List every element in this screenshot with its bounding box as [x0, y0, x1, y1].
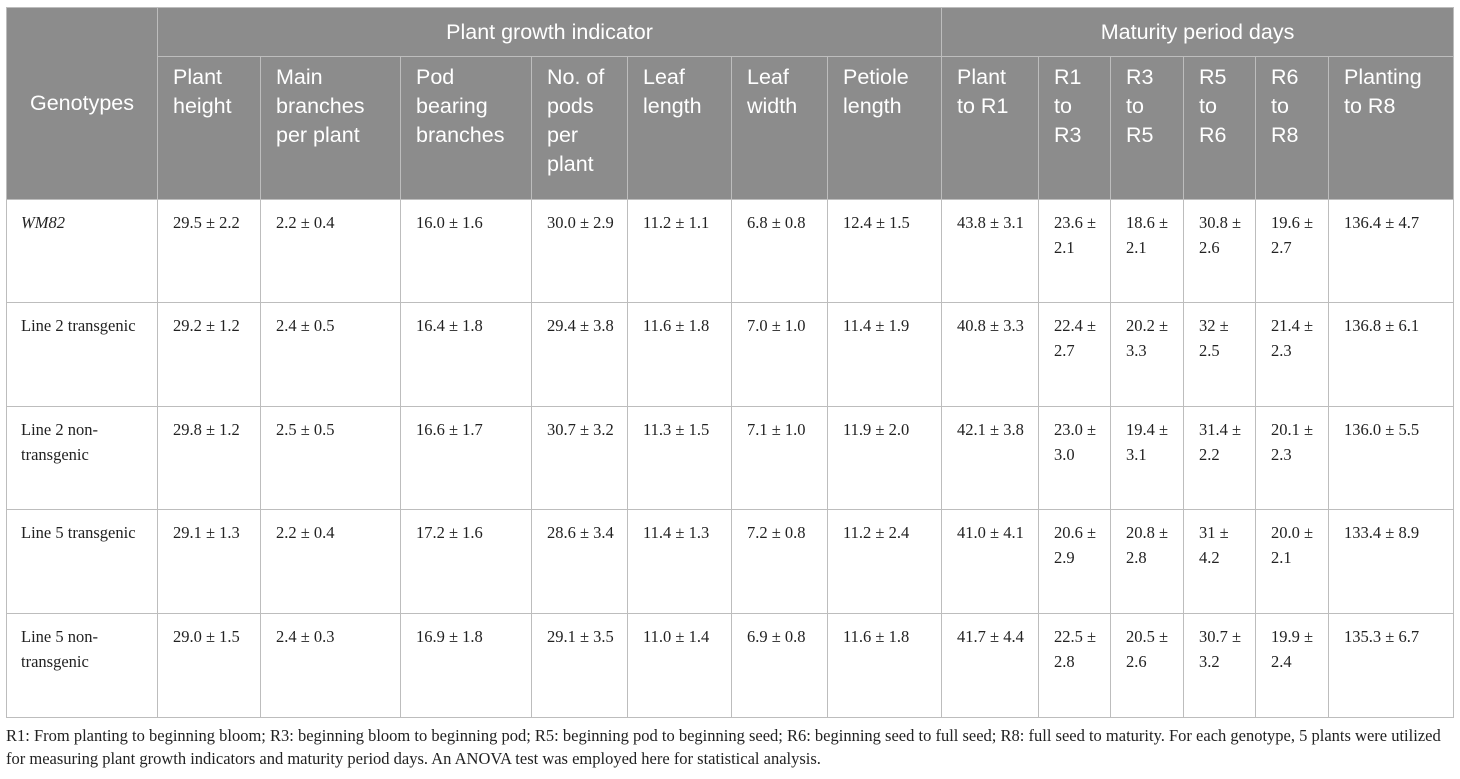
- value-cell: 7.0 ± 1.0: [731, 302, 828, 407]
- table-row: Line 5 transgenic 29.1 ± 1.3 2.2 ± 0.4 1…: [6, 509, 1455, 614]
- value-cell: 41.7 ± 4.4: [941, 613, 1040, 718]
- column-header-pods-per-plant: No. of pods per plant: [531, 56, 628, 200]
- value-cell: 30.0 ± 2.9: [531, 199, 628, 303]
- column-header-pod-bearing-branches: Pod bearing branches: [400, 56, 532, 200]
- value-cell: 133.4 ± 8.9: [1328, 509, 1455, 614]
- table-footnote: R1: From planting to beginning bloom; R3…: [6, 726, 1441, 768]
- value-cell: 7.2 ± 0.8: [731, 509, 828, 614]
- value-cell: 29.1 ± 1.3: [157, 509, 261, 614]
- value-cell: 136.4 ± 4.7: [1328, 199, 1455, 303]
- value-cell: 136.8 ± 6.1: [1328, 302, 1455, 407]
- value-cell: 2.2 ± 0.4: [260, 509, 401, 614]
- value-cell: 11.0 ± 1.4: [627, 613, 732, 718]
- value-cell: 30.8 ± 2.6: [1183, 199, 1257, 303]
- value-cell: 16.4 ± 1.8: [400, 302, 532, 407]
- header-group-row: Genotypes Plant growth indicator Maturit…: [6, 7, 1455, 200]
- column-header-planting-to-r8: Planting to R8: [1328, 56, 1455, 200]
- value-cell: 29.1 ± 3.5: [531, 613, 628, 718]
- value-cell: 17.2 ± 1.6: [400, 509, 532, 614]
- value-cell: 11.4 ± 1.3: [627, 509, 732, 614]
- value-cell: 22.4 ± 2.7: [1038, 302, 1112, 407]
- value-cell: 20.1 ± 2.3: [1255, 406, 1330, 510]
- column-header-r6-to-r8: R6 to R8: [1255, 56, 1330, 200]
- value-cell: 31 ± 4.2: [1183, 509, 1257, 614]
- value-cell: 20.0 ± 2.1: [1255, 509, 1330, 614]
- value-cell: 6.9 ± 0.8: [731, 613, 828, 718]
- value-cell: 19.6 ± 2.7: [1255, 199, 1330, 303]
- value-cell: 40.8 ± 3.3: [941, 302, 1040, 407]
- value-cell: 7.1 ± 1.0: [731, 406, 828, 510]
- value-cell: 28.6 ± 3.4: [531, 509, 628, 614]
- table-row: Line 2 non-transgenic 29.8 ± 1.2 2.5 ± 0…: [6, 406, 1455, 510]
- value-cell: 29.5 ± 2.2: [157, 199, 261, 303]
- genotype-cell: Line 5 non-transgenic: [6, 613, 158, 718]
- genotypes-header: Genotypes: [6, 7, 158, 200]
- value-cell: 16.0 ± 1.6: [400, 199, 532, 303]
- value-cell: 11.2 ± 1.1: [627, 199, 732, 303]
- value-cell: 43.8 ± 3.1: [941, 199, 1040, 303]
- value-cell: 23.0 ± 3.0: [1038, 406, 1112, 510]
- value-cell: 20.5 ± 2.6: [1110, 613, 1185, 718]
- value-cell: 2.5 ± 0.5: [260, 406, 401, 510]
- value-cell: 20.2 ± 3.3: [1110, 302, 1185, 407]
- value-cell: 2.2 ± 0.4: [260, 199, 401, 303]
- value-cell: 19.4 ± 3.1: [1110, 406, 1185, 510]
- value-cell: 11.3 ± 1.5: [627, 406, 732, 510]
- column-header-leaf-length: Leaf length: [627, 56, 732, 200]
- header-column-row: Plant height Main branches per plant Pod…: [7, 56, 1455, 200]
- column-header-petiole-length: Petiole length: [826, 56, 943, 200]
- value-cell: 2.4 ± 0.5: [260, 302, 401, 407]
- genotype-cell: Line 2 transgenic: [6, 302, 158, 407]
- column-header-r5-to-r6: R5 to R6: [1183, 56, 1257, 200]
- value-cell: 136.0 ± 5.5: [1328, 406, 1455, 510]
- column-header-r1-to-r3: R1 to R3: [1038, 56, 1112, 200]
- value-cell: 23.6 ± 2.1: [1038, 199, 1112, 303]
- table-row: WM82 29.5 ± 2.2 2.2 ± 0.4 16.0 ± 1.6 30.…: [6, 199, 1455, 303]
- value-cell: 30.7 ± 3.2: [1183, 613, 1257, 718]
- group-header-maturity: Maturity period days: [941, 7, 1455, 57]
- value-cell: 6.8 ± 0.8: [731, 199, 828, 303]
- table-row: Line 2 transgenic 29.2 ± 1.2 2.4 ± 0.5 1…: [6, 302, 1455, 407]
- column-header-plant-to-r1: Plant to R1: [941, 56, 1040, 200]
- value-cell: 20.8 ± 2.8: [1110, 509, 1185, 614]
- value-cell: 31.4 ± 2.2: [1183, 406, 1257, 510]
- value-cell: 29.8 ± 1.2: [157, 406, 261, 510]
- value-cell: 11.6 ± 1.8: [826, 613, 943, 718]
- column-header-leaf-width: Leaf width: [731, 56, 828, 200]
- value-cell: 16.9 ± 1.8: [400, 613, 532, 718]
- column-header-main-branches: Main branches per plant: [260, 56, 401, 200]
- genotype-cell: Line 5 transgenic: [6, 509, 158, 614]
- genotype-cell: Line 2 non-transgenic: [6, 406, 158, 510]
- value-cell: 2.4 ± 0.3: [260, 613, 401, 718]
- group-header-growth: Plant growth indicator: [156, 7, 943, 57]
- value-cell: 30.7 ± 3.2: [531, 406, 628, 510]
- value-cell: 18.6 ± 2.1: [1110, 199, 1185, 303]
- value-cell: 11.2 ± 2.4: [826, 509, 943, 614]
- value-cell: 42.1 ± 3.8: [941, 406, 1040, 510]
- value-cell: 29.2 ± 1.2: [157, 302, 261, 407]
- value-cell: 16.6 ± 1.7: [400, 406, 532, 510]
- value-cell: 32 ± 2.5: [1183, 302, 1257, 407]
- value-cell: 11.6 ± 1.8: [627, 302, 732, 407]
- table-header: Genotypes Plant growth indicator Maturit…: [6, 7, 1455, 200]
- value-cell: 11.4 ± 1.9: [826, 302, 943, 407]
- value-cell: 11.9 ± 2.0: [826, 406, 943, 510]
- genotype-cell: WM82: [6, 199, 158, 303]
- value-cell: 29.4 ± 3.8: [531, 302, 628, 407]
- value-cell: 135.3 ± 6.7: [1328, 613, 1455, 718]
- column-header-plant-height: Plant height: [157, 56, 261, 200]
- value-cell: 19.9 ± 2.4: [1255, 613, 1330, 718]
- value-cell: 41.0 ± 4.1: [941, 509, 1040, 614]
- column-header-r3-to-r5: R3 to R5: [1110, 56, 1185, 200]
- value-cell: 22.5 ± 2.8: [1038, 613, 1112, 718]
- data-table: Genotypes Plant growth indicator Maturit…: [6, 7, 1455, 718]
- table-row: Line 5 non-transgenic 29.0 ± 1.5 2.4 ± 0…: [6, 613, 1455, 718]
- table-body: WM82 29.5 ± 2.2 2.2 ± 0.4 16.0 ± 1.6 30.…: [6, 199, 1455, 718]
- value-cell: 21.4 ± 2.3: [1255, 302, 1330, 407]
- value-cell: 12.4 ± 1.5: [826, 199, 943, 303]
- value-cell: 20.6 ± 2.9: [1038, 509, 1112, 614]
- value-cell: 29.0 ± 1.5: [157, 613, 261, 718]
